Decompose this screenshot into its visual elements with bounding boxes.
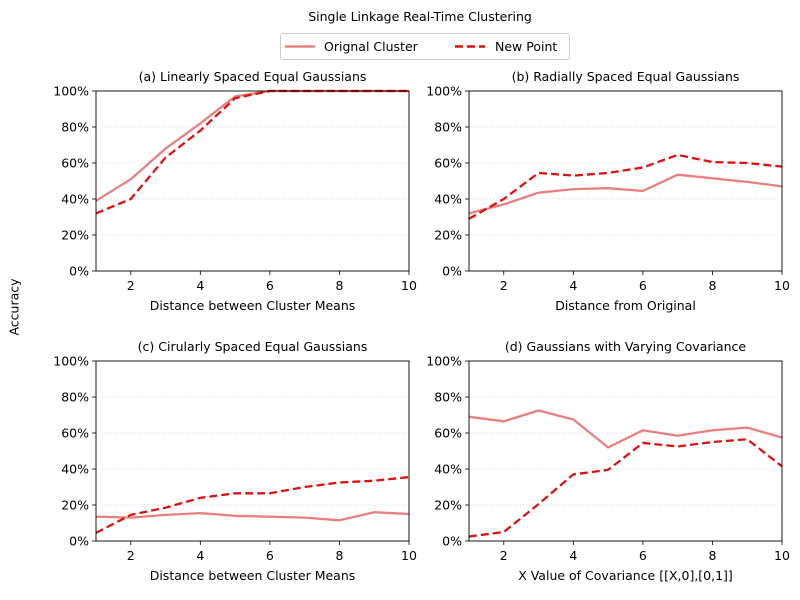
y-tick-label: 20% <box>434 228 462 243</box>
x-axis-label: Distance from Original <box>555 298 696 313</box>
y-tick-label: 100% <box>53 84 89 99</box>
series-line-new-point <box>468 438 783 538</box>
panel-1: 0% 20% 40% 60% 80% 100% 2 4 6 8 10 (a) Linearly Spa… <box>53 69 417 313</box>
legend-swatch-original <box>285 45 315 48</box>
legend: Orignal Cluster New Point <box>280 33 570 60</box>
x-tick-label: 2 <box>500 548 508 563</box>
legend-label-new-point: New Point <box>495 39 558 54</box>
axes-frame <box>95 360 410 542</box>
x-tick-label: 6 <box>639 548 647 563</box>
y-tick-label: 0% <box>442 534 462 549</box>
x-tick-label: 4 <box>196 548 204 563</box>
series-line-original-cluster <box>468 409 783 449</box>
panel-4: 0% 20% 40% 60% 80% 100% 2 4 6 8 10 (d) Gaussians wi… <box>426 339 790 583</box>
x-tick-label: 4 <box>569 548 577 563</box>
x-tick-label: 6 <box>266 278 274 293</box>
y-tick-label: 40% <box>61 462 89 477</box>
y-tick-label: 0% <box>69 264 89 279</box>
y-tick-label: 0% <box>69 534 89 549</box>
figure-title: Single Linkage Real-Time Clustering <box>308 9 532 24</box>
y-tick-label: 40% <box>434 462 462 477</box>
series-line-new-point <box>95 89 409 215</box>
y-tick-label: 100% <box>426 84 462 99</box>
x-tick-label: 10 <box>401 548 417 563</box>
y-tick-label: 80% <box>434 390 462 405</box>
legend-label-original: Orignal Cluster <box>324 39 418 54</box>
x-tick-label: 4 <box>569 278 577 293</box>
x-tick-label: 10 <box>774 548 790 563</box>
y-tick-label: 20% <box>61 228 89 243</box>
panel-title: (a) Linearly Spaced Equal Gaussians <box>139 69 367 84</box>
y-tick-label: 100% <box>53 354 89 369</box>
series-line-new-point <box>468 153 783 220</box>
x-tick-label: 6 <box>266 548 274 563</box>
axes-frame <box>468 90 783 272</box>
x-tick-label: 4 <box>196 278 204 293</box>
x-axis-label: X Value of Covariance [[X,0],[0,1]] <box>518 568 733 583</box>
x-tick-label: 2 <box>127 278 135 293</box>
y-tick-label: 60% <box>61 156 89 171</box>
y-tick-label: 80% <box>434 120 462 135</box>
x-tick-label: 8 <box>708 278 716 293</box>
x-tick-label: 8 <box>708 548 716 563</box>
x-tick-label: 2 <box>127 548 135 563</box>
series-line-original-cluster <box>95 511 410 522</box>
y-tick-label: 40% <box>61 192 89 207</box>
series-line-original-cluster <box>95 89 409 202</box>
y-tick-label: 40% <box>434 192 462 207</box>
legend-swatch-new-point <box>455 45 485 48</box>
x-tick-label: 2 <box>500 278 508 293</box>
axes-frame <box>95 90 410 272</box>
y-tick-label: 60% <box>61 426 89 441</box>
y-tick-label: 60% <box>434 156 462 171</box>
panel-title: (b) Radially Spaced Equal Gaussians <box>512 69 740 84</box>
series-line-new-point <box>95 475 410 534</box>
y-tick-label: 100% <box>426 354 462 369</box>
x-tick-label: 6 <box>639 278 647 293</box>
y-tick-label: 0% <box>442 264 462 279</box>
x-tick-label: 8 <box>335 548 343 563</box>
panel-3: 0% 20% 40% 60% 80% 100% 2 4 6 8 10 (c) Cirularly Sp… <box>53 339 417 583</box>
axes-frame <box>468 360 783 542</box>
series-line-original-cluster <box>468 173 783 215</box>
y-axis-label: Accuracy <box>6 278 22 336</box>
y-tick-label: 20% <box>434 498 462 513</box>
x-axis-label: Distance between Cluster Means <box>150 298 356 313</box>
y-tick-label: 80% <box>61 120 89 135</box>
x-tick-label: 8 <box>335 278 343 293</box>
y-tick-label: 80% <box>61 390 89 405</box>
panel-2: 0% 20% 40% 60% 80% 100% 2 4 6 8 10 (b) Radially Spa… <box>426 69 790 313</box>
x-axis-label: Distance between Cluster Means <box>150 568 356 583</box>
y-tick-label: 60% <box>434 426 462 441</box>
panel-title: (c) Cirularly Spaced Equal Gaussians <box>138 339 368 354</box>
x-tick-label: 10 <box>401 278 417 293</box>
panel-title: (d) Gaussians with Varying Covariance <box>505 339 747 354</box>
x-tick-label: 10 <box>774 278 790 293</box>
y-tick-label: 20% <box>61 498 89 513</box>
